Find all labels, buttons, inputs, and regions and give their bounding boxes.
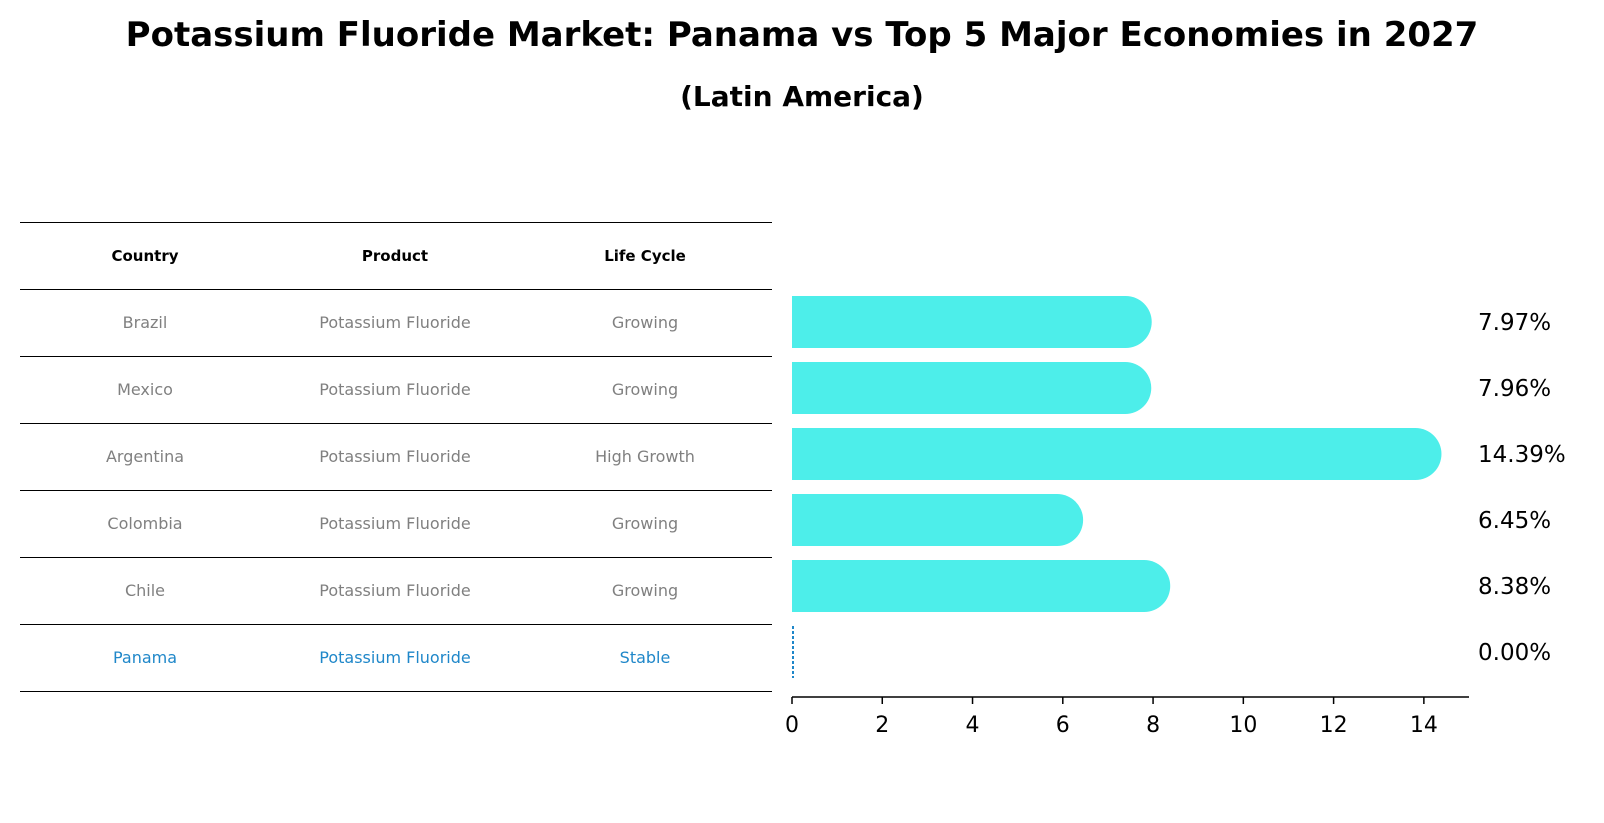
cell-life-cycle: Stable (619, 648, 671, 667)
header-country: Country (111, 247, 179, 265)
bar-brazil (792, 296, 1152, 348)
cell-life-cycle: Growing (611, 581, 679, 600)
cell-product: Potassium Fluoride (319, 380, 471, 399)
x-tick-label: 6 (1056, 713, 1070, 738)
x-tick-label: 10 (1229, 713, 1257, 738)
chart-title: Potassium Fluoride Market: Panama vs Top… (125, 15, 1479, 55)
table-row: Brazil Potassium Fluoride Growing (20, 289, 772, 356)
header-life-cycle: Life Cycle (604, 247, 686, 265)
table-row: Argentina Potassium Fluoride High Growth (20, 423, 772, 490)
value-label: 6.45% (1478, 508, 1551, 534)
cell-product: Potassium Fluoride (319, 447, 471, 466)
x-tick-label: 12 (1320, 713, 1348, 738)
bar-colombia (792, 494, 1084, 546)
cell-country: Colombia (107, 514, 183, 533)
table-row: Colombia Potassium Fluoride Growing (20, 490, 772, 557)
table-row: Mexico Potassium Fluoride Growing (20, 356, 772, 423)
x-tick-label: 0 (785, 713, 799, 738)
cell-product: Potassium Fluoride (319, 514, 471, 533)
cell-country: Panama (112, 648, 178, 667)
value-label: 0.00% (1478, 640, 1551, 666)
market-table: Country Product Life Cycle Brazil Potass… (20, 222, 772, 692)
x-tick-label: 4 (966, 713, 980, 738)
table-row-highlight: Panama Potassium Fluoride Stable (20, 624, 772, 692)
value-label: 8.38% (1478, 574, 1551, 600)
header-product: Product (361, 247, 429, 265)
value-label: 7.97% (1478, 310, 1551, 336)
cell-life-cycle: Growing (611, 313, 679, 332)
cell-product: Potassium Fluoride (319, 581, 471, 600)
cell-country: Chile (124, 581, 166, 600)
x-tick-label: 2 (875, 713, 889, 738)
bar-mexico (792, 362, 1152, 414)
cell-life-cycle: Growing (611, 380, 679, 399)
cell-country: Mexico (117, 380, 173, 399)
cell-country: Argentina (105, 447, 185, 466)
cell-product: Potassium Fluoride (319, 313, 471, 332)
cell-product: Potassium Fluoride (319, 648, 471, 667)
cell-life-cycle: Growing (611, 514, 679, 533)
chart-subtitle: (Latin America) (680, 80, 924, 113)
table-row: Chile Potassium Fluoride Growing (20, 557, 772, 624)
value-label: 7.96% (1478, 376, 1551, 402)
cell-life-cycle: High Growth (595, 447, 695, 466)
value-label: 14.39% (1478, 442, 1566, 468)
table-header-row: Country Product Life Cycle (20, 222, 772, 289)
bar-argentina (792, 428, 1442, 480)
bar-chile (792, 560, 1171, 612)
x-tick-label: 14 (1410, 713, 1438, 738)
x-tick-label: 8 (1146, 713, 1160, 738)
cell-country: Brazil (122, 313, 168, 332)
